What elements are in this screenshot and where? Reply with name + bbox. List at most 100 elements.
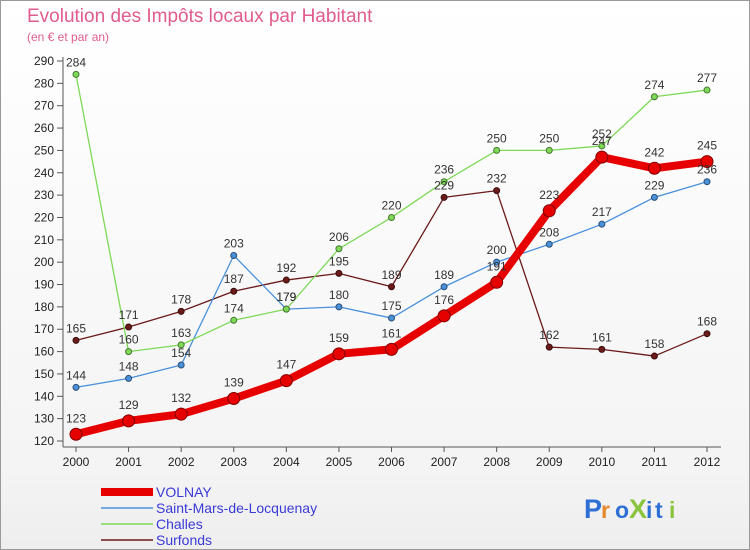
data-point-surfonds — [230, 287, 238, 295]
data-label-challes: 284 — [66, 55, 86, 69]
data-label-volnay: 161 — [381, 326, 401, 340]
y-tick-label: 250 — [34, 143, 54, 157]
data-point-surfonds — [125, 323, 133, 331]
data-label-challes: 206 — [329, 230, 349, 244]
data-point-volnay — [595, 150, 609, 164]
data-label-volnay: 147 — [276, 358, 296, 372]
data-point-volnay — [490, 275, 504, 289]
y-tick-label: 170 — [34, 322, 54, 336]
data-point-saint-mars-de-locquenay — [493, 258, 501, 266]
logo-letter: t — [655, 497, 663, 523]
data-label-volnay: 176 — [434, 293, 454, 307]
logo-letter: i — [646, 497, 652, 523]
legend: VOLNAYSaint-Mars-de-LocquenayChallesSurf… — [101, 484, 317, 548]
data-label-saint-mars-de-locquenay: 229 — [644, 178, 664, 192]
data-label-volnay: 223 — [539, 188, 559, 202]
x-tick-label: 2002 — [168, 455, 195, 469]
data-point-volnay — [332, 347, 346, 361]
data-label-surfonds: 158 — [644, 337, 664, 351]
data-label-saint-mars-de-locquenay: 217 — [592, 205, 612, 219]
data-label-surfonds: 168 — [697, 315, 717, 329]
data-point-saint-mars-de-locquenay — [598, 220, 606, 228]
x-tick-label: 2009 — [536, 455, 563, 469]
series-lines — [69, 70, 714, 441]
data-label-surfonds: 195 — [329, 254, 349, 268]
data-point-volnay — [385, 342, 398, 356]
logo-letter: r — [601, 497, 610, 523]
y-tick-label: 290 — [34, 54, 54, 68]
data-label-surfonds: 229 — [434, 178, 454, 192]
legend-label: Saint-Mars-de-Locquenay — [156, 500, 317, 516]
legend-label: Challes — [156, 516, 203, 532]
data-point-challes — [230, 316, 238, 324]
x-tick-label: 2011 — [642, 455, 668, 469]
data-point-volnay — [542, 204, 556, 218]
y-tick-label: 160 — [34, 345, 54, 359]
data-label-challes: 250 — [539, 131, 559, 145]
chart-title: Evolution des Impôts locaux par Habitant — [27, 6, 373, 27]
data-point-surfonds — [545, 343, 553, 351]
data-point-saint-mars-de-locquenay — [177, 361, 185, 369]
y-tick-label: 280 — [34, 76, 54, 90]
data-label-saint-mars-de-locquenay: 179 — [276, 290, 296, 304]
data-label-challes: 236 — [434, 163, 454, 177]
data-label-saint-mars-de-locquenay: 236 — [697, 163, 717, 177]
data-point-challes — [388, 213, 395, 221]
data-label-volnay: 242 — [644, 145, 664, 159]
y-tick-label: 180 — [34, 300, 54, 314]
data-point-surfonds — [72, 336, 80, 344]
data-label-saint-mars-de-locquenay: 208 — [539, 225, 559, 239]
data-label-volnay: 191 — [487, 259, 507, 273]
y-tick-label: 220 — [34, 210, 54, 224]
data-label-challes: 277 — [697, 71, 717, 85]
data-point-challes — [650, 93, 658, 101]
data-label-saint-mars-de-locquenay: 144 — [66, 368, 86, 382]
x-tick-label: 2000 — [63, 455, 90, 469]
logo-letter: o — [615, 497, 629, 523]
data-label-surfonds: 187 — [224, 272, 244, 286]
data-point-surfonds — [282, 276, 290, 284]
data-point-challes — [545, 146, 553, 154]
data-label-surfonds: 161 — [592, 330, 612, 344]
data-point-saint-mars-de-locquenay — [650, 193, 658, 201]
data-label-saint-mars-de-locquenay: 189 — [434, 268, 454, 282]
data-label-saint-mars-de-locquenay: 203 — [224, 236, 244, 250]
logo-letter: X — [629, 494, 647, 524]
data-label-saint-mars-de-locquenay: 154 — [171, 346, 191, 360]
data-point-challes — [703, 86, 711, 94]
data-point-volnay — [174, 407, 188, 421]
y-tick-label: 270 — [34, 99, 54, 113]
data-label-challes: 250 — [487, 131, 507, 145]
data-point-volnay — [437, 309, 451, 323]
x-tick-label: 2005 — [326, 455, 353, 469]
data-label-volnay: 129 — [119, 398, 139, 412]
data-label-challes: 252 — [592, 127, 612, 141]
y-tick-label: 240 — [34, 166, 54, 180]
y-tick-label: 260 — [34, 121, 54, 135]
data-label-surfonds: 165 — [66, 321, 86, 335]
data-label-saint-mars-de-locquenay: 200 — [487, 243, 507, 257]
data-point-challes — [440, 178, 448, 186]
x-tick-label: 2001 — [115, 455, 142, 469]
axes: 120 130 140 150 160 170 180 190 200 210 220 230 240 2… — [34, 54, 721, 469]
data-label-challes: 179 — [276, 290, 296, 304]
data-point-challes — [335, 245, 343, 253]
data-label-saint-mars-de-locquenay: 180 — [329, 288, 349, 302]
data-point-surfonds — [598, 345, 606, 353]
data-point-volnay — [647, 161, 661, 175]
data-label-surfonds: 162 — [539, 328, 559, 342]
x-tick-label: 2008 — [483, 455, 510, 469]
y-tick-label: 140 — [34, 389, 54, 403]
data-point-volnay — [122, 414, 136, 428]
y-tick-label: 120 — [34, 434, 54, 448]
logo-letter: i — [669, 497, 675, 523]
logo-letter: P — [584, 494, 602, 524]
data-point-volnay — [279, 374, 293, 388]
data-labels: 165 171 178 187 192 195 189 229 232 162 161 158 168 1… — [66, 55, 717, 425]
data-label-volnay: 245 — [697, 139, 717, 153]
data-point-surfonds — [388, 283, 395, 291]
chart-subtitle: (en € et par an) — [27, 30, 109, 44]
data-point-challes — [282, 305, 290, 313]
